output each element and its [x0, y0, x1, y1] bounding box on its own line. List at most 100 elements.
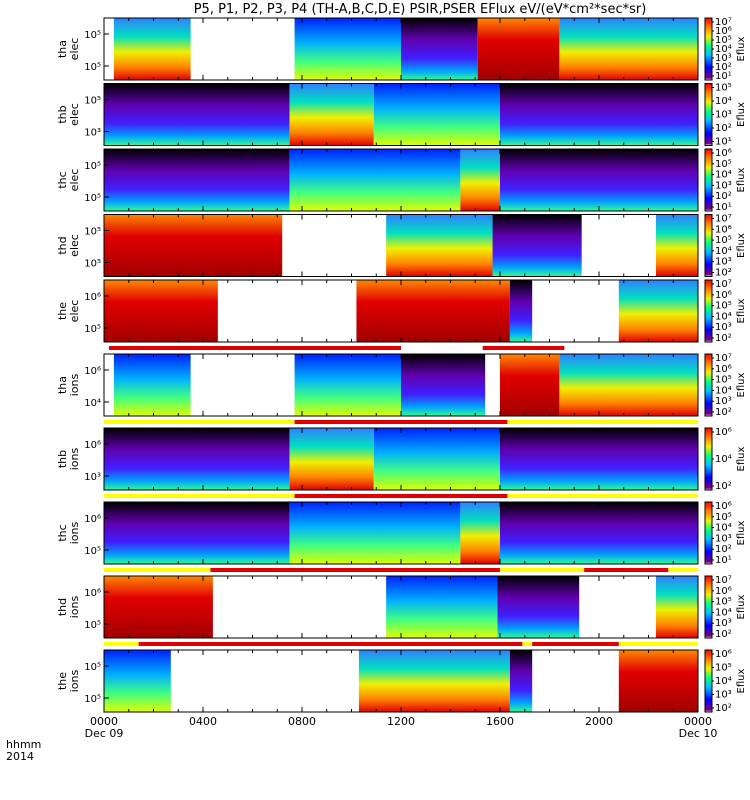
panel-species-label: elec	[68, 234, 81, 257]
spectrogram-segment	[104, 149, 290, 211]
colorbar-label: Eflux	[736, 36, 747, 61]
panel-species-label: elec	[68, 38, 81, 61]
mode-bar-red-segment	[532, 642, 619, 646]
colorbar-tick-label: 10⁷	[715, 214, 732, 225]
spectrogram-segment	[104, 502, 290, 564]
mode-bar	[104, 492, 698, 501]
mode-bar-red-segment	[138, 642, 523, 646]
spectrogram-segment	[460, 149, 500, 211]
colorbar-tick-label: 10⁶	[715, 148, 732, 159]
colorbar-tick-label: 10²	[715, 191, 732, 202]
y-tick-label: 10⁵	[84, 694, 101, 705]
spectrogram-segment	[113, 18, 191, 80]
date-label-start: Dec 09	[85, 727, 124, 740]
panel-species-label: ions	[68, 373, 81, 396]
spectrogram-segment	[509, 650, 533, 712]
x-tick-label: 2000	[585, 715, 613, 728]
panel-species-label: ions	[68, 447, 81, 470]
spectrogram-segment	[373, 83, 500, 146]
spectrogram-segment	[655, 576, 698, 638]
colorbar-tick-label: 10²	[715, 703, 732, 714]
panel-probe-label: thb	[56, 450, 69, 468]
colorbar-label: Eflux	[736, 372, 747, 397]
year-label: 2014	[6, 750, 34, 763]
colorbar-tick-label: 10³	[715, 110, 732, 121]
mode-bar-red-segment	[210, 568, 501, 572]
panel-species-label: ions	[68, 669, 81, 692]
spectrogram-segment	[104, 280, 218, 342]
y-tick-label: 10⁵	[84, 193, 101, 204]
colorbar-tick-label: 10⁵	[715, 512, 732, 523]
colorbar-tick-label: 10⁴	[715, 170, 732, 181]
panel-probe-label: thd	[56, 598, 69, 616]
colorbar	[704, 353, 713, 417]
mode-bar	[104, 344, 698, 353]
panel-probe-label: thc	[56, 524, 69, 541]
spectrogram-segment	[477, 18, 560, 80]
spectrogram-segment	[401, 18, 478, 80]
spectrogram-segment	[104, 428, 290, 490]
colorbar-tick-label: 10⁴	[715, 311, 732, 322]
colorbar-tick-label: 10⁵	[715, 35, 732, 46]
colorbar-tick-label: 10³	[715, 53, 732, 64]
spectrogram-segment	[289, 502, 461, 564]
spectrogram-segment	[294, 354, 401, 416]
colorbar-label: Eflux	[736, 102, 747, 127]
colorbar-tick-label: 10⁵	[715, 663, 732, 674]
spectrogram-segment	[618, 650, 698, 712]
panel-probe-label: the	[56, 302, 69, 320]
colorbar-tick-label: 10⁷	[715, 279, 732, 290]
panel-species-label: ions	[68, 595, 81, 618]
colorbar-tick-label: 10⁷	[715, 575, 732, 586]
colorbar-tick-label: 10³	[715, 396, 732, 407]
mode-bar-red-segment	[482, 346, 565, 350]
x-tick-label: 1200	[387, 715, 415, 728]
spectrogram-segment	[104, 214, 283, 277]
panel-probe-label: tha	[56, 376, 69, 394]
spectrogram-segment	[294, 18, 401, 80]
mode-bar-yellow-segment	[104, 642, 139, 646]
colorbar	[704, 575, 713, 639]
mode-bar-yellow-segment	[618, 642, 698, 646]
colorbar-tick-label: 10³	[715, 690, 732, 701]
colorbar	[704, 279, 713, 343]
mode-bar-red-segment	[294, 494, 508, 498]
mode-bar	[104, 418, 698, 427]
colorbar-tick-label: 10⁶	[715, 224, 732, 235]
colorbar-tick-label: 10²	[715, 407, 732, 418]
colorbar-tick-label: 10¹	[715, 71, 732, 82]
mode-bar-red-segment	[108, 346, 401, 350]
spectrogram-segment	[289, 83, 374, 146]
spectrogram-segment	[460, 502, 500, 564]
y-tick-label: 10⁵	[84, 96, 101, 107]
spectrogram-segment	[559, 18, 698, 80]
mode-bar-yellow-segment	[507, 494, 698, 498]
colorbar-tick-label: 10⁵	[715, 597, 732, 608]
spectrogram-segment	[289, 149, 461, 211]
colorbar-tick-label: 10⁶	[715, 649, 732, 660]
y-tick-label: 10⁵	[84, 662, 101, 673]
mode-bar-red-segment	[584, 568, 669, 572]
colorbar-tick-label: 10²	[715, 268, 732, 279]
colorbar-tick-label: 10⁴	[715, 607, 732, 618]
colorbar-tick-label: 10⁵	[715, 235, 732, 246]
spectrogram-segment	[618, 280, 698, 342]
spectrogram-segment	[500, 502, 698, 564]
y-tick-label: 10⁵	[84, 546, 101, 557]
colorbar-label: Eflux	[736, 233, 747, 258]
y-tick-label: 10⁵	[84, 30, 101, 41]
y-tick-label: 10⁶	[84, 588, 101, 599]
y-tick-label: 10⁵	[84, 161, 101, 172]
mode-bar-yellow-segment	[522, 642, 533, 646]
spectrogram-segment	[401, 354, 486, 416]
y-tick-label: 10⁶	[84, 440, 101, 451]
colorbar-tick-label: 10⁵	[715, 83, 732, 94]
colorbar-tick-label: 10²	[715, 629, 732, 640]
